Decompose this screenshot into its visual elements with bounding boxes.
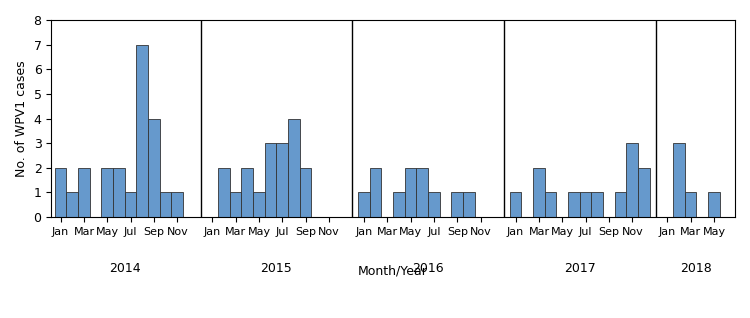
Bar <box>288 119 300 217</box>
Bar <box>67 192 78 217</box>
Bar <box>230 192 242 217</box>
Bar <box>393 192 405 217</box>
Bar <box>358 192 370 217</box>
Bar <box>685 192 697 217</box>
Bar <box>113 168 125 217</box>
Bar <box>626 143 638 217</box>
Text: 2015: 2015 <box>260 261 292 274</box>
Bar <box>615 192 626 217</box>
Bar <box>568 192 580 217</box>
Bar <box>405 168 416 217</box>
Bar <box>544 192 556 217</box>
Bar <box>277 143 288 217</box>
Bar <box>708 192 720 217</box>
Text: 2018: 2018 <box>680 261 712 274</box>
Text: 2017: 2017 <box>564 261 596 274</box>
Bar <box>254 192 265 217</box>
Bar <box>300 168 311 217</box>
Bar <box>78 168 90 217</box>
Bar <box>452 192 464 217</box>
Text: 2016: 2016 <box>413 261 444 274</box>
Bar <box>136 45 148 217</box>
Y-axis label: No. of WPV1 cases: No. of WPV1 cases <box>15 60 28 177</box>
Text: 2014: 2014 <box>109 261 140 274</box>
Bar <box>370 168 382 217</box>
Bar <box>580 192 592 217</box>
Bar <box>101 168 113 217</box>
Bar <box>148 119 160 217</box>
Bar <box>464 192 475 217</box>
Bar <box>265 143 277 217</box>
Bar <box>218 168 229 217</box>
X-axis label: Month/Year: Month/Year <box>358 265 428 278</box>
Bar <box>510 192 521 217</box>
Bar <box>124 192 136 217</box>
Bar <box>592 192 603 217</box>
Bar <box>674 143 685 217</box>
Bar <box>416 168 428 217</box>
Bar <box>242 168 254 217</box>
Bar <box>533 168 544 217</box>
Bar <box>172 192 183 217</box>
Bar <box>428 192 439 217</box>
Bar <box>55 168 67 217</box>
Bar <box>160 192 172 217</box>
Bar <box>638 168 650 217</box>
